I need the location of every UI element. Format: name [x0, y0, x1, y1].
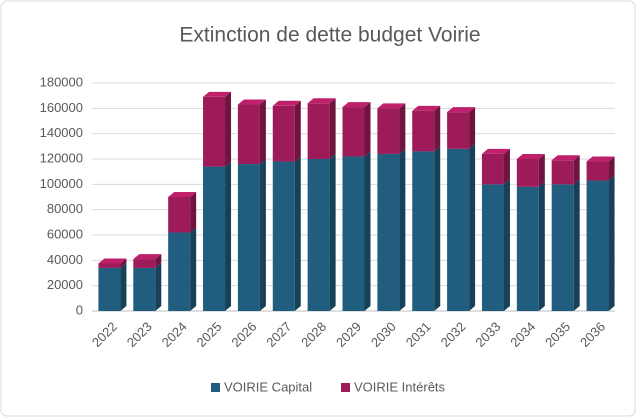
bar-side [364, 102, 371, 157]
bar-segment [133, 259, 156, 268]
bar-side [608, 175, 615, 311]
bar-segment [412, 110, 435, 152]
bar-side [538, 181, 545, 311]
bar-side [538, 154, 545, 187]
bar-segment [586, 161, 609, 181]
bar-side [190, 192, 197, 233]
bar-side [225, 91, 232, 167]
bar-top [98, 258, 127, 264]
y-tick-label: 40000 [47, 252, 83, 267]
bar-side [469, 107, 476, 149]
bar-top [377, 103, 406, 109]
bar-segment [133, 267, 156, 311]
bar-top [516, 154, 545, 159]
y-tick-label: 80000 [47, 201, 83, 216]
bar-top [307, 98, 336, 104]
bar-segment [377, 153, 400, 311]
y-tick-label: 120000 [40, 150, 83, 165]
bar-segment [98, 267, 121, 311]
bar-segment [551, 184, 574, 311]
bar-segment [203, 166, 226, 311]
bar-side [190, 227, 197, 311]
bar-top [272, 100, 301, 106]
bar-segment [272, 161, 295, 311]
bar-side [573, 155, 580, 185]
bar-top [203, 91, 232, 97]
bar-segment [272, 105, 295, 162]
bar-side [434, 146, 441, 311]
bar-segment [516, 186, 539, 311]
bar-segment [412, 151, 435, 311]
bar-segment [168, 232, 191, 311]
bar-side [608, 156, 615, 181]
bar-side [259, 159, 266, 311]
bar-segment [551, 160, 574, 185]
bar-top [342, 102, 371, 108]
y-tick-label: 20000 [47, 277, 83, 292]
bar-side [155, 254, 162, 268]
bar-side [399, 103, 406, 154]
bar-side [364, 151, 371, 311]
y-tick-label: 0 [76, 302, 83, 317]
bar-side [120, 258, 127, 268]
bar-segment [447, 148, 470, 311]
bar-side [329, 154, 336, 311]
bar-side [503, 148, 510, 185]
bar-segment [447, 112, 470, 149]
bar-side [294, 100, 301, 162]
bar-top [133, 254, 162, 260]
bar-segment [481, 184, 504, 311]
bar-segment [342, 107, 365, 157]
bar-segment [237, 164, 260, 311]
bar-side [259, 99, 266, 165]
bar-segment [168, 197, 191, 233]
bar-side [573, 179, 580, 311]
y-tick-label: 140000 [40, 125, 83, 140]
y-tick-label: 100000 [40, 176, 83, 191]
bar-top [412, 105, 441, 111]
legend-swatch [341, 383, 350, 392]
chart-title: Extinction de dette budget Voirie [179, 24, 480, 47]
legend-label: VOIRIE Capital [224, 379, 312, 394]
bar-segment [342, 156, 365, 311]
bar-segment [377, 108, 400, 154]
bar-side [399, 148, 406, 311]
y-tick-label: 180000 [40, 74, 83, 89]
y-tick-label: 160000 [40, 100, 83, 115]
bar-segment [203, 96, 226, 167]
bar-side [503, 179, 510, 311]
legend-label: VOIRIE Intérêts [354, 379, 446, 394]
bar-side [225, 161, 232, 311]
legend-swatch [211, 383, 220, 392]
y-tick-label: 60000 [47, 226, 83, 241]
bar-top [237, 99, 266, 105]
bar-side [294, 156, 301, 311]
bar-segment [307, 103, 330, 159]
bar-side [120, 262, 127, 311]
bar-side [434, 105, 441, 152]
bar-segment [98, 263, 121, 268]
bar-segment [516, 159, 539, 187]
bar-top [551, 155, 580, 161]
bar-top [168, 192, 197, 197]
bar-segment [237, 104, 260, 165]
bar-top [447, 107, 476, 113]
bar-segment [586, 180, 609, 311]
bar-top [586, 156, 615, 162]
bar-segment [481, 153, 504, 185]
bar-side [155, 262, 162, 311]
bar-top [481, 148, 510, 154]
bar-side [329, 98, 336, 159]
bar-segment [307, 159, 330, 311]
bar-side [469, 143, 476, 311]
